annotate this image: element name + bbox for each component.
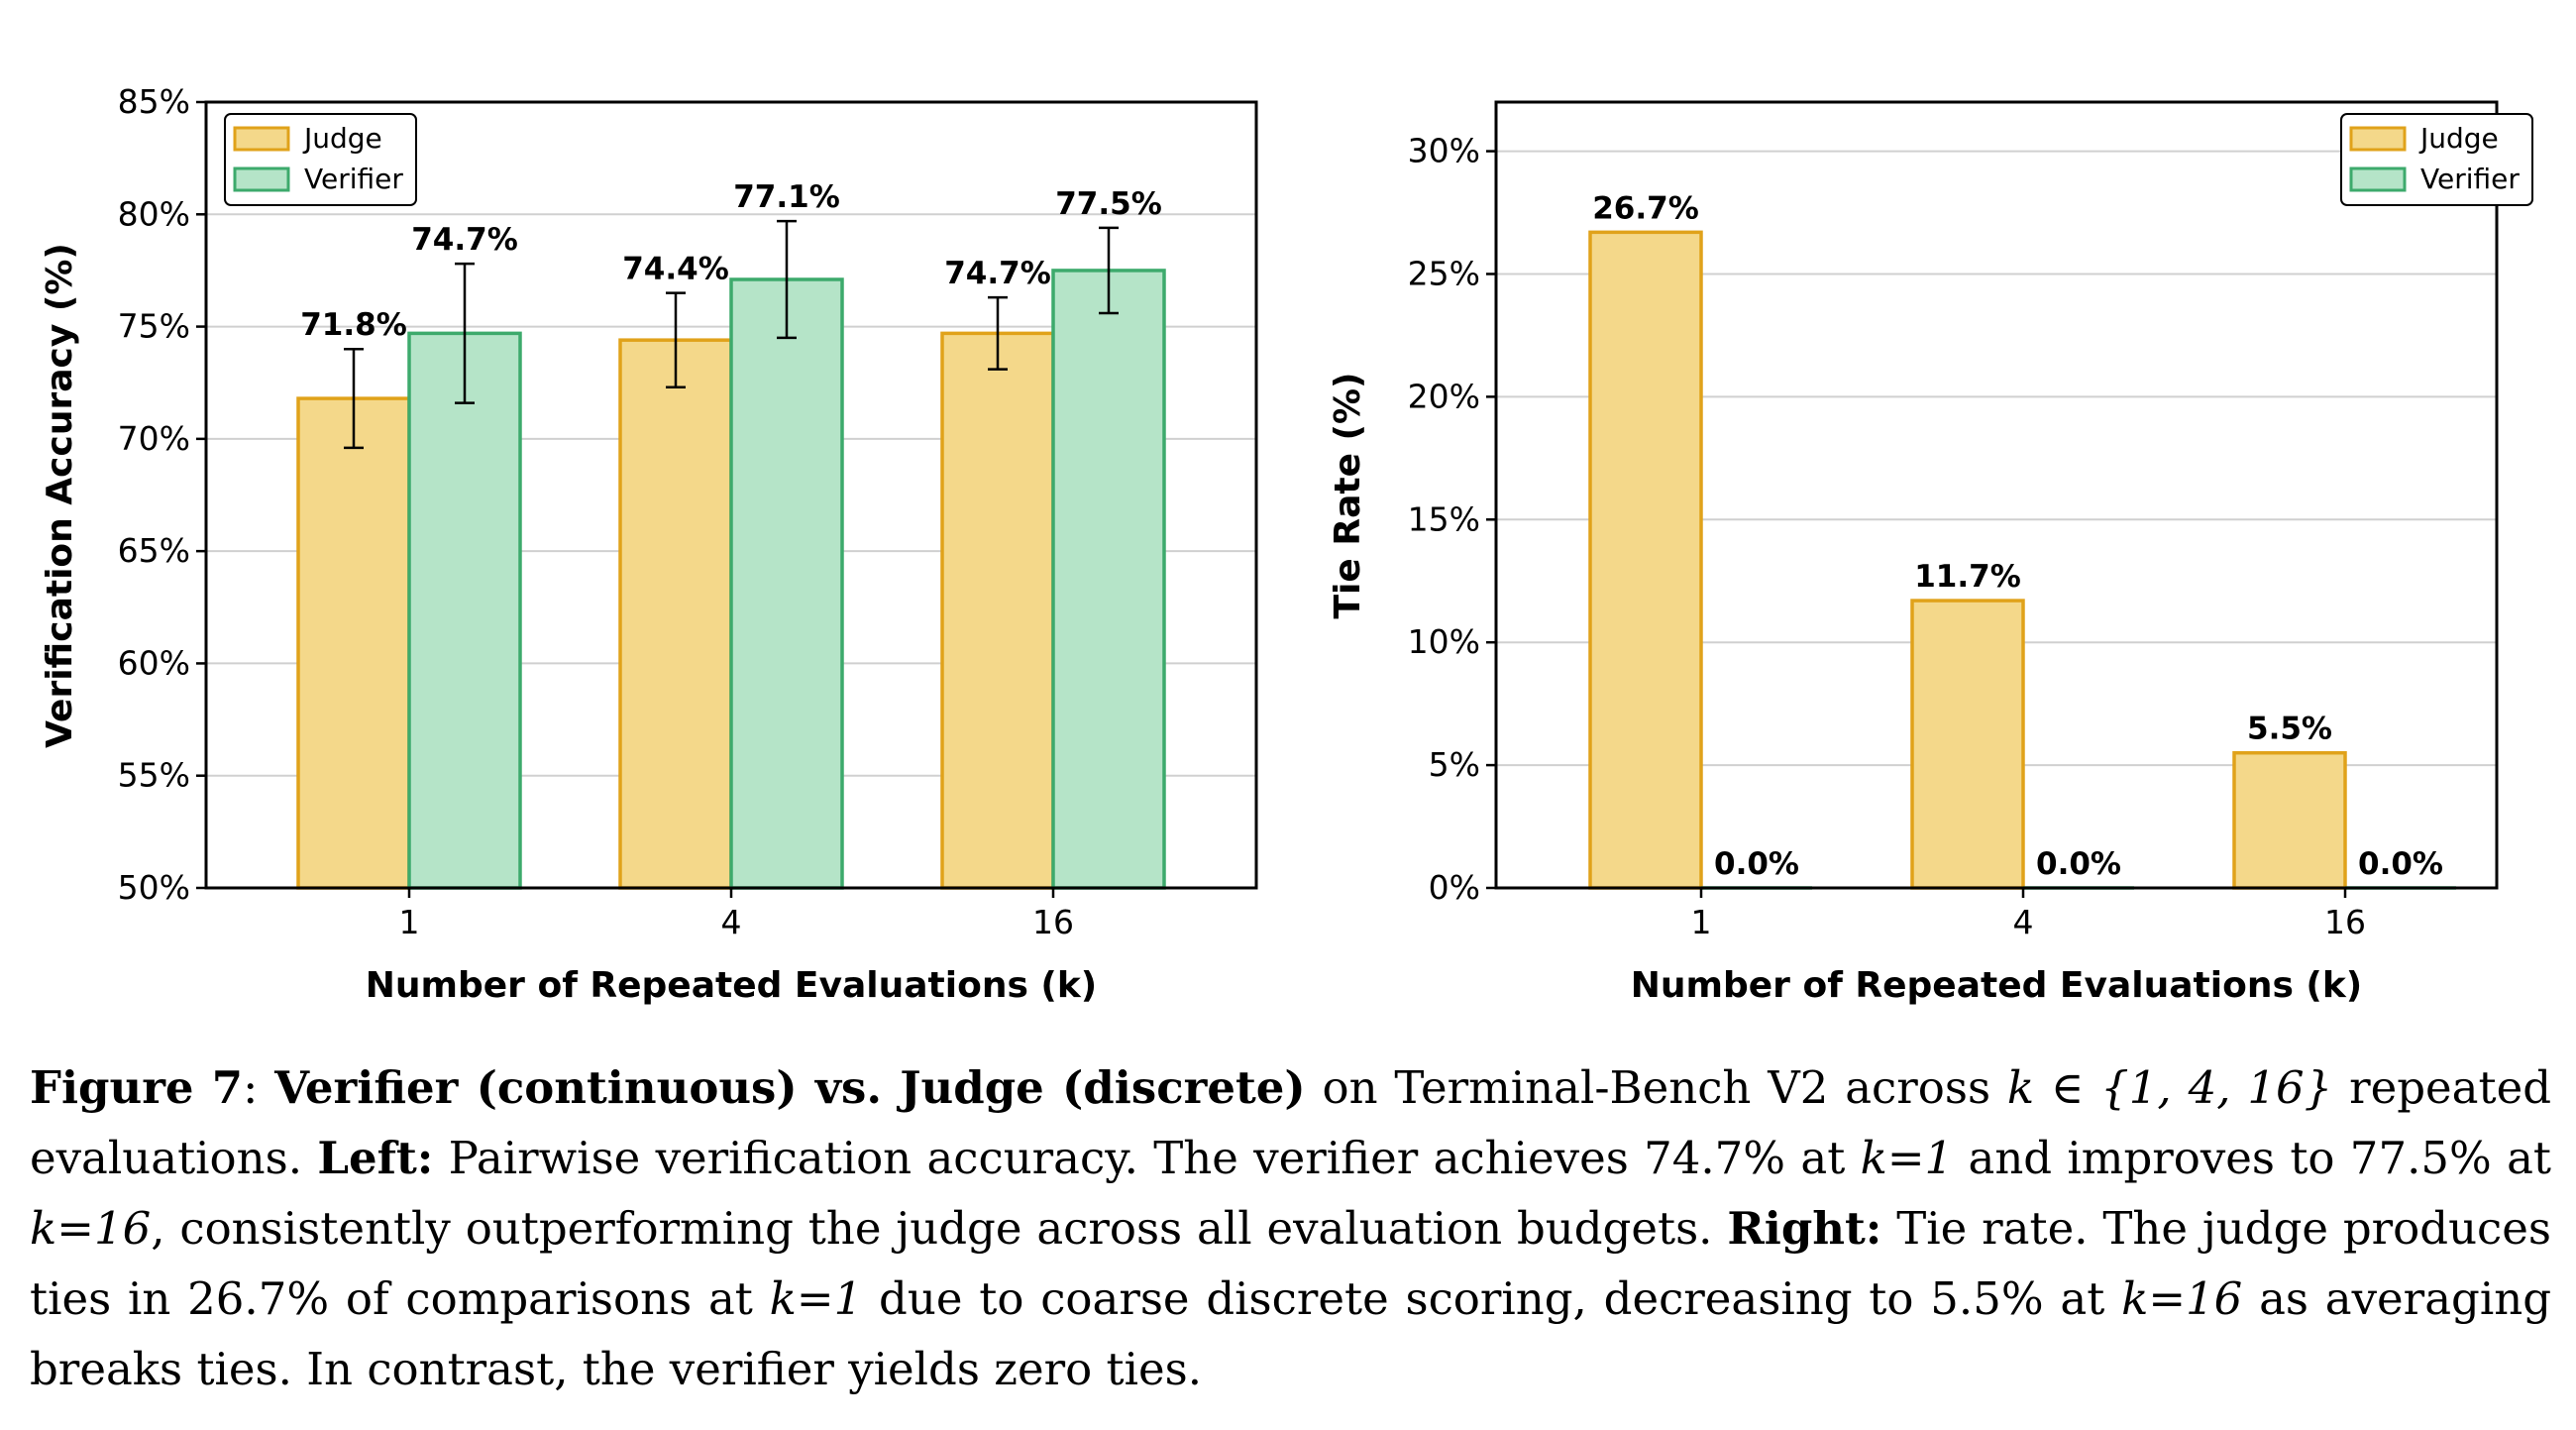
legend-label-judge: Judge <box>302 122 382 155</box>
bar-judge-k16 <box>2232 750 2347 890</box>
y-axis-label: Verification Accuracy (%) <box>40 243 80 748</box>
bar-judge-k4 <box>1910 599 2025 890</box>
caption-title: Verifier (continuous) vs. Judge (discret… <box>274 1061 1306 1114</box>
legend-swatch-judge <box>2349 126 2407 152</box>
x-tick-label: 4 <box>2013 903 2034 941</box>
bar-value-label: 74.4% <box>622 252 729 287</box>
y-tick-label: 50% <box>118 868 190 907</box>
caption-text: repeated evaluations. <box>30 1061 2552 1184</box>
y-tick-label: 65% <box>118 531 190 570</box>
y-tick-label: 60% <box>118 643 190 682</box>
y-axis-label: Tie Rate (%) <box>1328 373 1368 619</box>
x-tick-label: 4 <box>721 903 742 941</box>
bar-value-label: 5.5% <box>2247 712 2332 747</box>
caption-text: Tie rate. The judge produces ties in 26.… <box>30 1202 2551 1325</box>
caption-text: Pairwise verification accuracy. The veri… <box>433 1132 1861 1184</box>
bar-value-label: 74.7% <box>944 256 1051 291</box>
bar-value-label: 77.5% <box>1055 186 1162 222</box>
caption-right-label: Right: <box>1727 1202 1882 1255</box>
bar-value-label: 11.7% <box>1914 559 2021 595</box>
x-axis-label: Number of Repeated Evaluations (k) <box>366 965 1098 1006</box>
x-tick-label: 16 <box>1032 903 1074 941</box>
y-tick-label: 75% <box>118 307 190 346</box>
caption-text: on Terminal-Bench V2 across <box>1305 1061 2007 1114</box>
bar-value-label: 0.0% <box>1714 846 1799 882</box>
chart-panel-tie-rate: 0%5%10%15%20%25%30%26.7%0.0%111.7%0.0%45… <box>1328 100 2533 1006</box>
y-tick-label: 15% <box>1408 499 1480 538</box>
bar-verifier-k16 <box>1051 269 1166 890</box>
y-tick-label: 5% <box>1429 745 1480 784</box>
legend-label-verifier: Verifier <box>304 163 403 195</box>
legend-swatch-judge <box>233 126 290 152</box>
caption-math: k=16 <box>2121 1272 2243 1325</box>
y-tick-label: 0% <box>1429 868 1480 907</box>
bar-judge-k4 <box>618 338 733 890</box>
legend: Judge Verifier <box>224 113 417 206</box>
legend-swatch-verifier <box>233 166 290 192</box>
legend-label-verifier: Verifier <box>2420 163 2520 195</box>
x-tick-label: 1 <box>399 903 420 941</box>
plot-frame <box>204 100 1258 890</box>
caption-text: and improves to 77.5% at <box>1953 1132 2551 1184</box>
x-tick-label: 16 <box>2324 903 2366 941</box>
y-tick-label: 85% <box>118 82 190 121</box>
x-tick-label: 1 <box>1691 903 1712 941</box>
legend-swatch-verifier <box>2349 166 2407 192</box>
caption-math: k=1 <box>1860 1132 1954 1184</box>
bar-verifier-k4 <box>729 277 844 890</box>
caption-text: , consistently outperforming the judge a… <box>151 1202 1728 1255</box>
y-tick-label: 55% <box>118 756 190 795</box>
bar-value-label: 71.8% <box>300 307 407 343</box>
bar-value-label: 0.0% <box>2036 846 2121 882</box>
caption-math: k ∈ {1, 4, 16} <box>2006 1061 2333 1114</box>
caption-math: k=1 <box>769 1272 863 1325</box>
bar-judge-k16 <box>940 331 1055 890</box>
plot-frame <box>1494 100 2499 890</box>
bar-judge-k1 <box>296 396 411 890</box>
chart-panel-accuracy: 50% 55% 60% 65% 70% 75% 80% 85% 71.8% 74.7% 1 74.4%… <box>40 82 1258 1006</box>
y-tick-label: 30% <box>1408 132 1480 170</box>
bar-judge-k1 <box>1588 230 1703 890</box>
caption-text: due to coarse discrete scoring, decreasi… <box>862 1272 2122 1325</box>
caption-figure-label: Figure 7 <box>30 1061 244 1114</box>
caption-left-label: Left: <box>317 1132 434 1184</box>
y-tick-label: 10% <box>1408 622 1480 661</box>
y-tick-label: 80% <box>118 194 190 233</box>
caption-text: as averaging breaks ties. In contrast, t… <box>30 1272 2552 1395</box>
caption-math: k=16 <box>30 1202 152 1255</box>
y-tick-label: 20% <box>1408 377 1480 415</box>
bar-value-label: 0.0% <box>2358 846 2443 882</box>
bar-value-label: 74.7% <box>411 222 518 258</box>
bar-verifier-k1 <box>407 331 522 890</box>
x-axis-label: Number of Repeated Evaluations (k) <box>1631 965 2363 1006</box>
y-tick-label: 70% <box>118 419 190 458</box>
legend: Judge Verifier <box>2340 113 2533 206</box>
figure-caption: Figure 7: Verifier (continuous) vs. Judg… <box>30 1061 2552 1395</box>
bar-value-label: 26.7% <box>1592 190 1699 226</box>
legend-label-judge: Judge <box>2418 122 2499 155</box>
y-tick-label: 25% <box>1408 254 1480 292</box>
bar-value-label: 77.1% <box>733 179 840 215</box>
